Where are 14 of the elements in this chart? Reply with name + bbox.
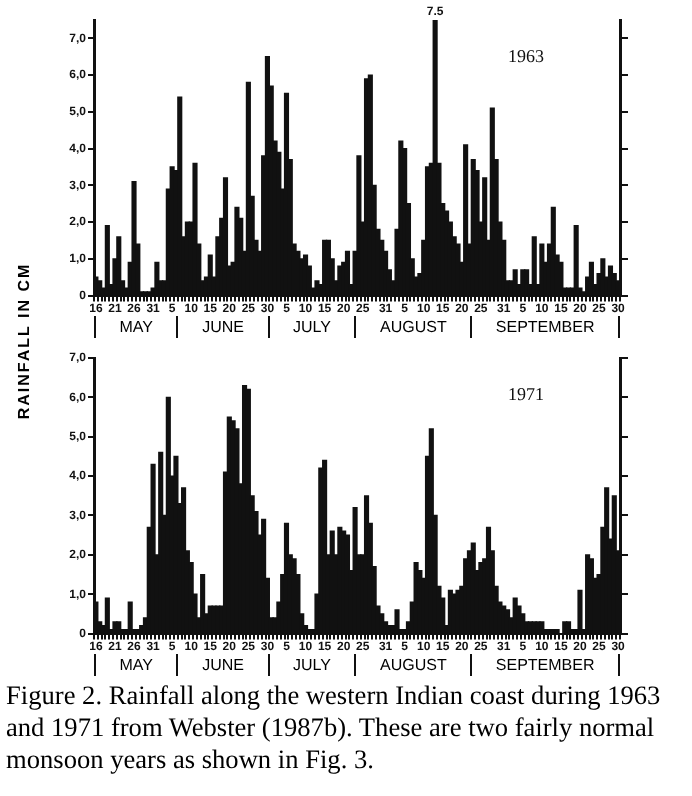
text: 1963	[508, 45, 545, 66]
text: AUGUST	[354, 316, 471, 338]
caption: Figure 2. Rainfall along the western Indian coast during 1963 and 1971 from Webster (1987b). These are two fairly normal monsoon years as shown in Fig. 3.	[6, 680, 663, 776]
text: MAY	[94, 654, 177, 676]
y-axis-title: RAINFALL IN CM	[15, 261, 34, 419]
text: JUNE	[176, 654, 268, 676]
text: AUGUST	[354, 654, 471, 676]
text: JUNE	[176, 316, 268, 338]
text: MAY	[94, 316, 177, 338]
text: JULY	[267, 654, 355, 676]
text: SEPTEMBER	[470, 316, 621, 338]
text: 1971	[508, 383, 544, 404]
text: SEPTEMBER	[470, 654, 621, 676]
text: JULY	[267, 316, 355, 338]
